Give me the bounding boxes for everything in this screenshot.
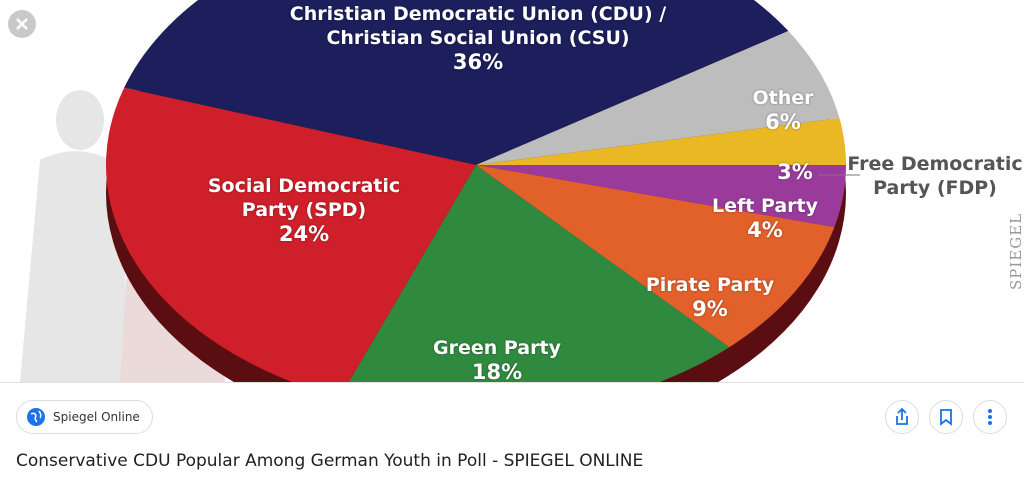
source-chip[interactable]: Spiegel Online <box>16 400 153 434</box>
category-label: Pirate Party <box>645 274 775 296</box>
category-label: Social Democratic Party (SPD) <box>207 175 401 221</box>
globe-icon <box>27 408 45 426</box>
share-button[interactable] <box>885 400 919 434</box>
close-button[interactable] <box>8 10 36 38</box>
slice-label: Social Democratic Party (SPD) 24% <box>189 174 419 246</box>
category-label: Green Party <box>433 337 561 359</box>
value-label: 18% <box>471 360 523 382</box>
slice-label: Green Party 18% <box>417 336 577 382</box>
category-label: Christian Democratic Union (CDU) / Chris… <box>289 3 667 49</box>
value-label: 9% <box>692 297 728 321</box>
pie-slice <box>124 0 789 165</box>
pie-slice <box>348 165 730 382</box>
value-label: 6% <box>765 110 801 134</box>
pie-slice <box>476 165 846 228</box>
source-name: Spiegel Online <box>53 410 140 424</box>
slice-label: Christian Democratic Union (CDU) / Chris… <box>258 2 698 74</box>
slice-label: Other 6% <box>723 86 843 134</box>
watermark: SPIEGEL ONLINE <box>1007 212 1024 290</box>
save-button[interactable] <box>929 400 963 434</box>
category-label: Free Democratic Party (FDP) <box>847 153 1023 199</box>
more-button[interactable] <box>973 400 1007 434</box>
value-label: 4% <box>747 218 783 242</box>
pie-slice <box>476 165 835 348</box>
image[interactable]: Christian Democratic Union (CDU) / Chris… <box>0 0 1024 382</box>
value-label: 36% <box>452 50 504 74</box>
value-label: 3% <box>777 160 813 184</box>
pie-slice <box>476 118 846 165</box>
pie-slice <box>106 87 476 382</box>
category-label: Left Party <box>711 195 819 217</box>
slice-label: 3% <box>755 160 835 184</box>
slice-label: Left Party 4% <box>695 194 835 242</box>
slice-label: Pirate Party 9% <box>630 273 790 321</box>
pie-slice <box>476 31 840 165</box>
pie-chart <box>20 0 860 382</box>
value-label: 24% <box>278 222 330 246</box>
caption[interactable]: Conservative CDU Popular Among German Yo… <box>16 451 644 471</box>
category-label: Other <box>752 87 814 109</box>
result-bar: Spiegel Online Conservative CDU Popular … <box>0 382 1024 483</box>
